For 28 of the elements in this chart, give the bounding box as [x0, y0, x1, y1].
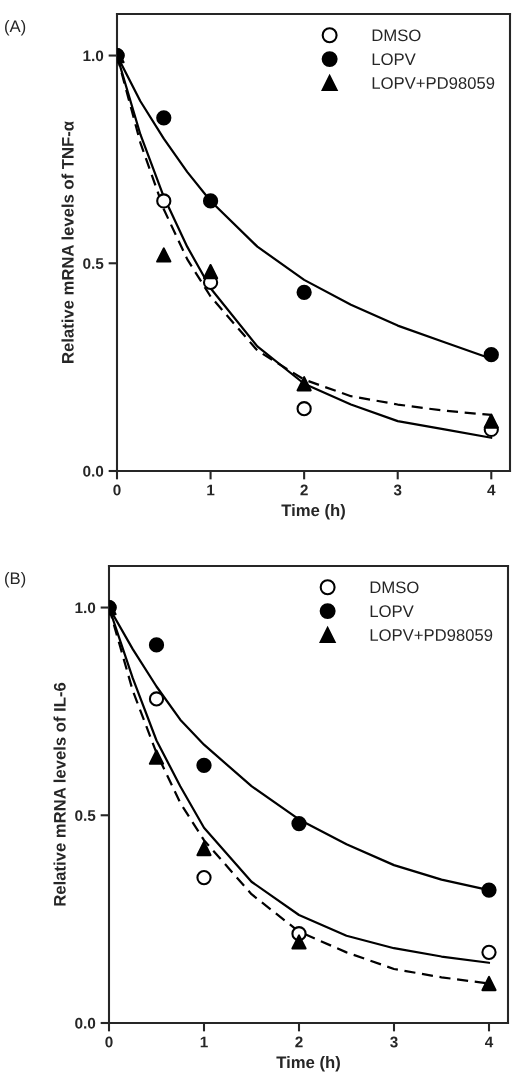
legend-label: LOPV+PD98059	[372, 77, 495, 89]
x-tick-label: 1	[200, 1036, 208, 1048]
x-axis-title: Time (h)	[281, 503, 345, 520]
x-tick-label: 0	[105, 1036, 113, 1048]
x-tick-label: 1	[207, 484, 215, 496]
x-tick-label: 2	[295, 1036, 303, 1048]
y-tick-label: 0.5	[83, 258, 104, 269]
x-tick-label: 0	[113, 484, 121, 496]
y-tick-label: 1.0	[83, 50, 104, 62]
legend-label: LOPV	[370, 605, 414, 618]
legend-label: DMSO	[370, 581, 419, 594]
y-tick-label: 0.0	[75, 1017, 96, 1029]
y-axis-title: Relative mRNA levels of TNF-α	[61, 121, 74, 363]
y-tick-label: 0.5	[75, 810, 96, 821]
y-tick-label: 1.0	[75, 602, 96, 614]
x-axis-title: Time (h)	[276, 1055, 340, 1072]
x-tick-label: 4	[484, 1036, 494, 1048]
legend-label: LOPV+PD98059	[370, 629, 493, 641]
chart-title: (A)	[5, 20, 26, 36]
legend-label: LOPV	[372, 53, 416, 66]
y-axis-title: Relative mRNA levels of IL-6	[53, 682, 66, 906]
legend-label: DMSO	[372, 29, 421, 42]
x-tick-label: 4	[487, 484, 496, 496]
x-tick-label: 3	[390, 1036, 398, 1048]
x-tick-label: 3	[393, 484, 402, 496]
y-tick-label: 0.0	[83, 465, 104, 477]
x-tick-label: 2	[300, 484, 308, 496]
chart-title: (B)	[5, 572, 26, 588]
